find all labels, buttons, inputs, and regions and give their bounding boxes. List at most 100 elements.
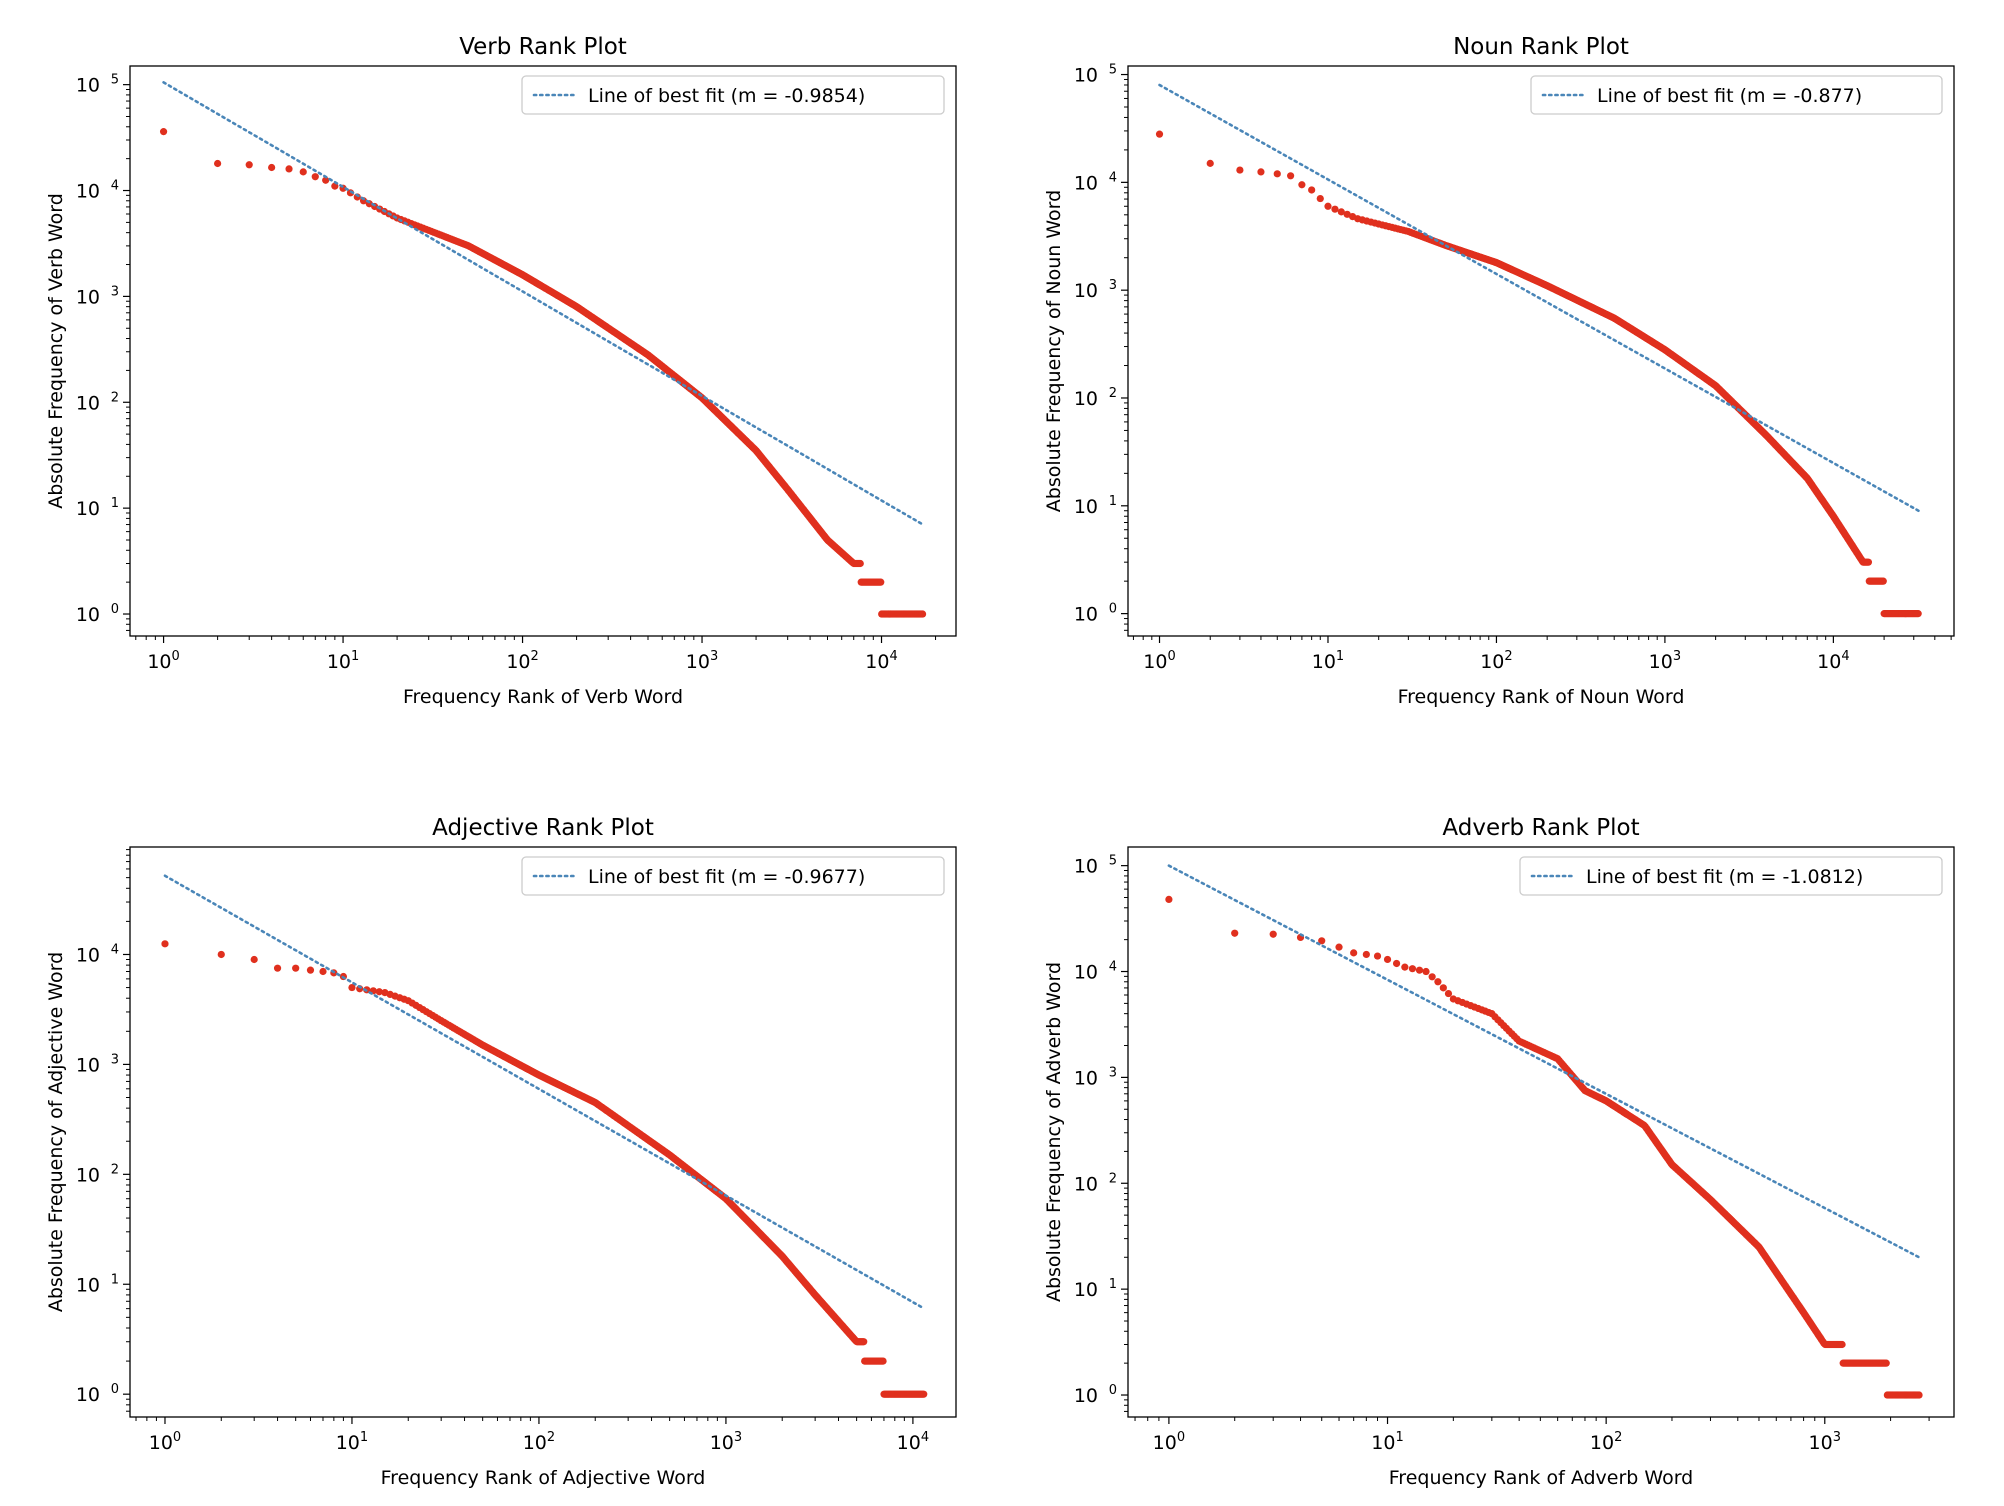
- y-tick-base: 10: [76, 1274, 100, 1296]
- x-tick-base: 10: [336, 1432, 360, 1454]
- legend-box: [1519, 856, 1943, 896]
- x-tick-label: 100: [147, 649, 179, 673]
- y-tick-base: 10: [76, 75, 100, 97]
- legend-label: Line of best fit (m = -0.877): [1597, 85, 1862, 107]
- x-tick-label: 103: [710, 1430, 742, 1454]
- data-point: [1422, 967, 1430, 976]
- y-tick-exponent: 5: [111, 73, 119, 88]
- y-tick-base: 10: [76, 1384, 100, 1406]
- x-tick-base: 10: [1143, 651, 1167, 673]
- best-fit-line: [162, 81, 925, 526]
- legend-label: Line of best fit (m = -0.9677): [588, 866, 865, 888]
- x-axis-label: Frequency Rank of Adverb Word: [1389, 1467, 1693, 1489]
- axes-frame: [129, 846, 957, 1418]
- x-tick-exponent: 2: [547, 1430, 555, 1445]
- best-fit-line: [1167, 864, 1921, 1259]
- y-tick-exponent: 1: [111, 1272, 119, 1287]
- data-point: [245, 161, 253, 169]
- x-tick-label: 104: [1817, 649, 1849, 673]
- data-point: [1882, 1359, 1890, 1367]
- data-point: [1165, 895, 1173, 903]
- x-tick-base: 10: [1312, 651, 1336, 673]
- data-point: [1415, 966, 1424, 974]
- data-point: [1298, 181, 1306, 189]
- panel-0: Verb Rank Plot Frequency Rank of Verb Wor…: [45, 34, 957, 708]
- panel-3: Adverb Rank Plot Frequency Rank of Adverb…: [1043, 815, 1955, 1489]
- x-tick-base: 10: [1480, 651, 1504, 673]
- chart-title: Adverb Rank Plot: [1442, 815, 1639, 841]
- y-tick-label: 10 1: [76, 496, 119, 520]
- y-tick-base: 10: [76, 498, 100, 520]
- data-point: [1273, 170, 1281, 178]
- y-tick-label: 10 2: [76, 390, 119, 414]
- data-point: [273, 964, 282, 972]
- x-axis-label: Frequency Rank of Noun Word: [1398, 686, 1685, 708]
- y-tick-base: 10: [1074, 1385, 1098, 1407]
- chart-title: Adjective Rank Plot: [432, 815, 654, 841]
- data-point: [217, 950, 225, 959]
- x-tick-exponent: 4: [921, 1430, 929, 1445]
- legend-label: Line of best fit (m = -0.9854): [588, 85, 865, 107]
- data-point: [1879, 577, 1887, 585]
- data-point: [1155, 130, 1164, 138]
- y-tick-exponent: 5: [1109, 854, 1117, 869]
- data-point: [1331, 205, 1339, 213]
- x-tick-exponent: 3: [734, 1430, 742, 1445]
- y-tick-label: 10 4: [76, 179, 119, 203]
- chart-title: Verb Rank Plot: [459, 34, 627, 60]
- data-point: [1362, 950, 1370, 959]
- data-point: [1434, 978, 1442, 986]
- x-tick-label: 102: [523, 1430, 555, 1454]
- x-tick-label: 101: [336, 1430, 368, 1454]
- y-tick-exponent: 1: [1109, 494, 1117, 509]
- x-tick-label: 100: [1153, 1430, 1185, 1454]
- x-tick-base: 10: [523, 1432, 547, 1454]
- y-tick-base: 10: [1074, 1173, 1098, 1195]
- y-tick-base: 10: [1074, 172, 1098, 194]
- y-tick-label: 10 3: [1074, 1065, 1117, 1089]
- x-tick-label: 102: [1590, 1430, 1622, 1454]
- data-point: [1444, 989, 1453, 998]
- x-tick-label: 103: [1649, 649, 1681, 673]
- x-tick-label: 101: [327, 649, 359, 673]
- x-tick-base: 10: [1590, 1432, 1614, 1454]
- y-tick-exponent: 4: [1109, 960, 1117, 975]
- data-point: [285, 165, 293, 173]
- data-point: [311, 173, 319, 181]
- y-tick-base: 10: [1074, 856, 1098, 878]
- y-tick-base: 10: [1074, 1067, 1098, 1089]
- y-tick-base: 10: [76, 1164, 100, 1186]
- x-tick-base: 10: [1817, 651, 1841, 673]
- y-tick-label: 10 2: [1074, 1171, 1117, 1195]
- y-tick-exponent: 2: [111, 1162, 119, 1177]
- x-tick-exponent: 0: [1167, 649, 1175, 664]
- legend-box: [1530, 75, 1943, 115]
- x-tick-label: 102: [1480, 649, 1512, 673]
- x-tick-base: 10: [1809, 1432, 1833, 1454]
- x-tick-exponent: 3: [1673, 649, 1681, 664]
- y-tick-base: 10: [1074, 496, 1098, 518]
- data-point: [1439, 984, 1447, 992]
- x-tick-exponent: 1: [1395, 1430, 1403, 1445]
- legend: Line of best fit (m = -0.9677): [521, 856, 945, 896]
- y-tick-exponent: 2: [111, 390, 119, 405]
- y-axis-label: Absolute Frequency of Adjective Word: [45, 952, 67, 1312]
- chart-title: Noun Rank Plot: [1453, 34, 1629, 60]
- y-tick-base: 10: [76, 944, 100, 966]
- y-tick-exponent: 0: [111, 1382, 119, 1397]
- y-tick-label: 10 0: [1074, 602, 1117, 626]
- y-tick-label: 10 3: [76, 1052, 119, 1076]
- x-tick-label: 101: [1312, 649, 1344, 673]
- y-tick-label: 10 3: [76, 284, 119, 308]
- panel-1: Noun Rank Plot Frequency Rank of Noun Wor…: [1043, 34, 1955, 708]
- y-tick-exponent: 2: [1109, 386, 1117, 401]
- data-point: [1231, 929, 1239, 937]
- y-axis-label: Absolute Frequency of Verb Word: [45, 193, 67, 509]
- data-point: [1287, 172, 1295, 180]
- y-tick-label: 10 4: [1074, 960, 1117, 984]
- y-tick-exponent: 4: [111, 942, 119, 957]
- y-tick-base: 10: [76, 286, 100, 308]
- panel-2: Adjective Rank Plot Frequency Rank of Adj…: [45, 815, 957, 1489]
- y-tick-base: 10: [76, 181, 100, 203]
- y-tick-label: 10 4: [1074, 170, 1117, 194]
